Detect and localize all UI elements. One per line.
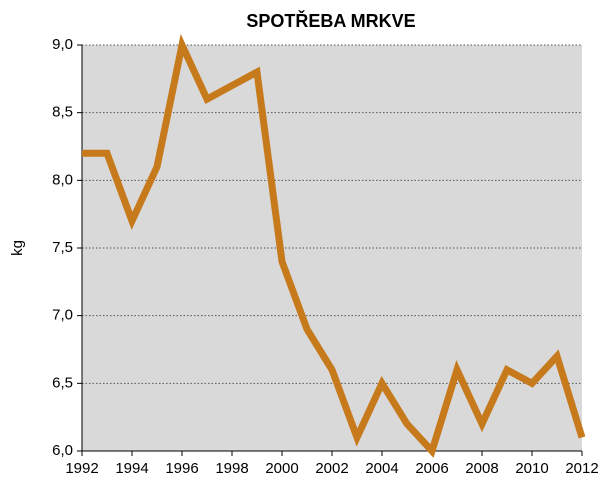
y-tick-label: 8,5 — [52, 104, 73, 121]
y-tick-label: 9,0 — [52, 36, 73, 53]
x-tick-label: 2010 — [515, 460, 548, 477]
x-tick-label: 1994 — [115, 460, 148, 477]
x-tick-label: 1998 — [215, 460, 248, 477]
x-tick-label: 2012 — [565, 460, 598, 477]
y-tick-label: 7,0 — [52, 307, 73, 324]
x-tick-label: 2004 — [365, 460, 398, 477]
x-tick-label: 2002 — [315, 460, 348, 477]
y-axis-label: kg — [9, 240, 26, 256]
y-tick-label: 8,0 — [52, 171, 73, 188]
y-tick-label: 7,5 — [52, 239, 73, 256]
chart-title: SPOTŘEBA MRKVE — [246, 10, 415, 31]
y-tick-label: 6,0 — [52, 442, 73, 459]
data-line — [82, 33, 586, 458]
x-tick-label: 1996 — [165, 460, 198, 477]
x-tick-label: 1992 — [65, 460, 98, 477]
x-tick-label: 2000 — [265, 460, 298, 477]
y-tick-label: 6,5 — [52, 374, 73, 391]
x-tick-label: 2006 — [415, 460, 448, 477]
x-tick-label: 2008 — [465, 460, 498, 477]
